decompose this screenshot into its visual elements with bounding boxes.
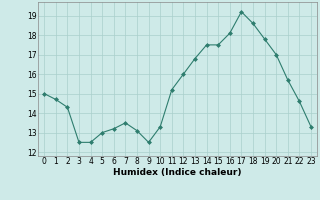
- X-axis label: Humidex (Indice chaleur): Humidex (Indice chaleur): [113, 168, 242, 177]
